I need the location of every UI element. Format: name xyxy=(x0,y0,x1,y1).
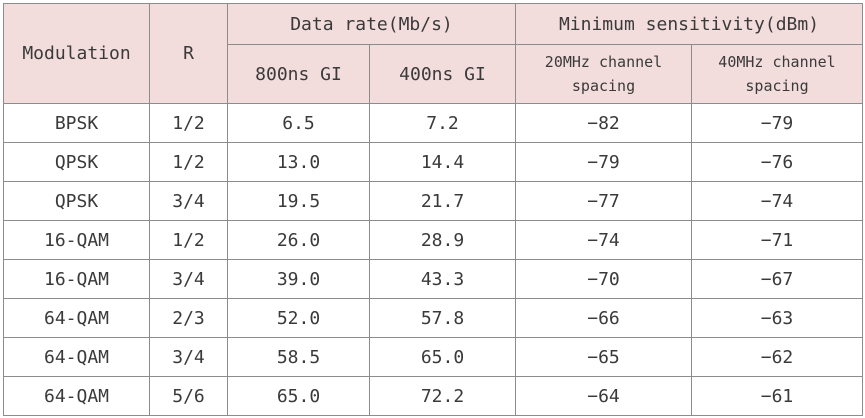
cell-400ns: 28.9 xyxy=(369,220,516,260)
cell-800ns: 52.0 xyxy=(227,298,370,338)
header-800ns-gi: 800ns GI xyxy=(227,44,370,104)
cell-400ns: 43.3 xyxy=(369,259,516,299)
header-20mhz-line2: spacing xyxy=(571,77,636,95)
cell-sens-40mhz: −74 xyxy=(691,181,863,221)
cell-sens-40mhz: −61 xyxy=(691,376,863,416)
header-modulation: Modulation xyxy=(3,3,150,104)
cell-rate: 1/2 xyxy=(149,142,228,182)
cell-modulation: QPSK xyxy=(3,181,150,221)
header-400ns-gi: 400ns GI xyxy=(369,44,516,104)
cell-rate: 3/4 xyxy=(149,337,228,377)
cell-sens-40mhz: −63 xyxy=(691,298,863,338)
cell-sens-40mhz: −62 xyxy=(691,337,863,377)
cell-rate: 1/2 xyxy=(149,220,228,260)
cell-400ns: 14.4 xyxy=(369,142,516,182)
header-min-sensitivity: Minimum sensitivity(dBm) xyxy=(515,3,863,45)
cell-sens-40mhz: −71 xyxy=(691,220,863,260)
table-row: QPSK 3/4 19.5 21.7 −77 −74 xyxy=(3,181,863,221)
cell-sens-20mhz: −65 xyxy=(515,337,692,377)
table-row: 64-QAM 3/4 58.5 65.0 −65 −62 xyxy=(3,337,863,377)
header-40mhz-line2: spacing xyxy=(745,77,809,95)
header-20mhz-spacing: 20MHz channel spacing xyxy=(515,44,692,104)
cell-sens-20mhz: −82 xyxy=(515,103,692,143)
cell-modulation: 64-QAM xyxy=(3,337,150,377)
cell-800ns: 19.5 xyxy=(227,181,370,221)
cell-modulation: 64-QAM xyxy=(3,376,150,416)
cell-800ns: 26.0 xyxy=(227,220,370,260)
header-40mhz-spacing: 40MHz channel spacing xyxy=(691,44,863,104)
header-row-top: Modulation R Data rate(Mb/s) Minimum sen… xyxy=(3,3,863,104)
cell-400ns: 57.8 xyxy=(369,298,516,338)
header-data-rate: Data rate(Mb/s) xyxy=(227,3,516,45)
cell-sens-40mhz: −67 xyxy=(691,259,863,299)
cell-rate: 5/6 xyxy=(149,376,228,416)
cell-400ns: 7.2 xyxy=(369,103,516,143)
cell-400ns: 72.2 xyxy=(369,376,516,416)
table-header: Modulation R Data rate(Mb/s) Minimum sen… xyxy=(3,3,863,104)
cell-sens-20mhz: −79 xyxy=(515,142,692,182)
cell-800ns: 65.0 xyxy=(227,376,370,416)
cell-sens-40mhz: −76 xyxy=(691,142,863,182)
cell-800ns: 6.5 xyxy=(227,103,370,143)
header-40mhz-line1: 40MHz channel xyxy=(718,53,836,71)
cell-modulation: 64-QAM xyxy=(3,298,150,338)
table-body: BPSK 1/2 6.5 7.2 −82 −79 QPSK 1/2 13.0 1… xyxy=(3,103,863,416)
cell-sens-40mhz: −79 xyxy=(691,103,863,143)
cell-sens-20mhz: −64 xyxy=(515,376,692,416)
cell-sens-20mhz: −77 xyxy=(515,181,692,221)
cell-800ns: 58.5 xyxy=(227,337,370,377)
cell-400ns: 65.0 xyxy=(369,337,516,377)
cell-sens-20mhz: −74 xyxy=(515,220,692,260)
cell-rate: 3/4 xyxy=(149,181,228,221)
table-row: 64-QAM 5/6 65.0 72.2 −64 −61 xyxy=(3,376,863,416)
data-table-container: Modulation R Data rate(Mb/s) Minimum sen… xyxy=(3,3,863,416)
table-row: BPSK 1/2 6.5 7.2 −82 −79 xyxy=(3,103,863,143)
cell-rate: 1/2 xyxy=(149,103,228,143)
cell-sens-20mhz: −70 xyxy=(515,259,692,299)
header-rate: R xyxy=(149,3,228,104)
table-row: QPSK 1/2 13.0 14.4 −79 −76 xyxy=(3,142,863,182)
cell-modulation: QPSK xyxy=(3,142,150,182)
cell-400ns: 21.7 xyxy=(369,181,516,221)
modulation-table: Modulation R Data rate(Mb/s) Minimum sen… xyxy=(3,3,863,416)
cell-sens-20mhz: −66 xyxy=(515,298,692,338)
header-20mhz-line1: 20MHz channel xyxy=(544,53,663,71)
header-row-sub: 800ns GI 400ns GI 20MHz channel spacing … xyxy=(4,44,863,104)
cell-rate: 2/3 xyxy=(149,298,228,338)
table-row: 16-QAM 3/4 39.0 43.3 −70 −67 xyxy=(3,259,863,299)
table-row: 16-QAM 1/2 26.0 28.9 −74 −71 xyxy=(3,220,863,260)
cell-modulation: 16-QAM xyxy=(3,220,150,260)
table-row: 64-QAM 2/3 52.0 57.8 −66 −63 xyxy=(3,298,863,338)
cell-modulation: BPSK xyxy=(3,103,150,143)
cell-modulation: 16-QAM xyxy=(3,259,150,299)
cell-rate: 3/4 xyxy=(149,259,228,299)
cell-800ns: 13.0 xyxy=(227,142,370,182)
cell-800ns: 39.0 xyxy=(227,259,370,299)
